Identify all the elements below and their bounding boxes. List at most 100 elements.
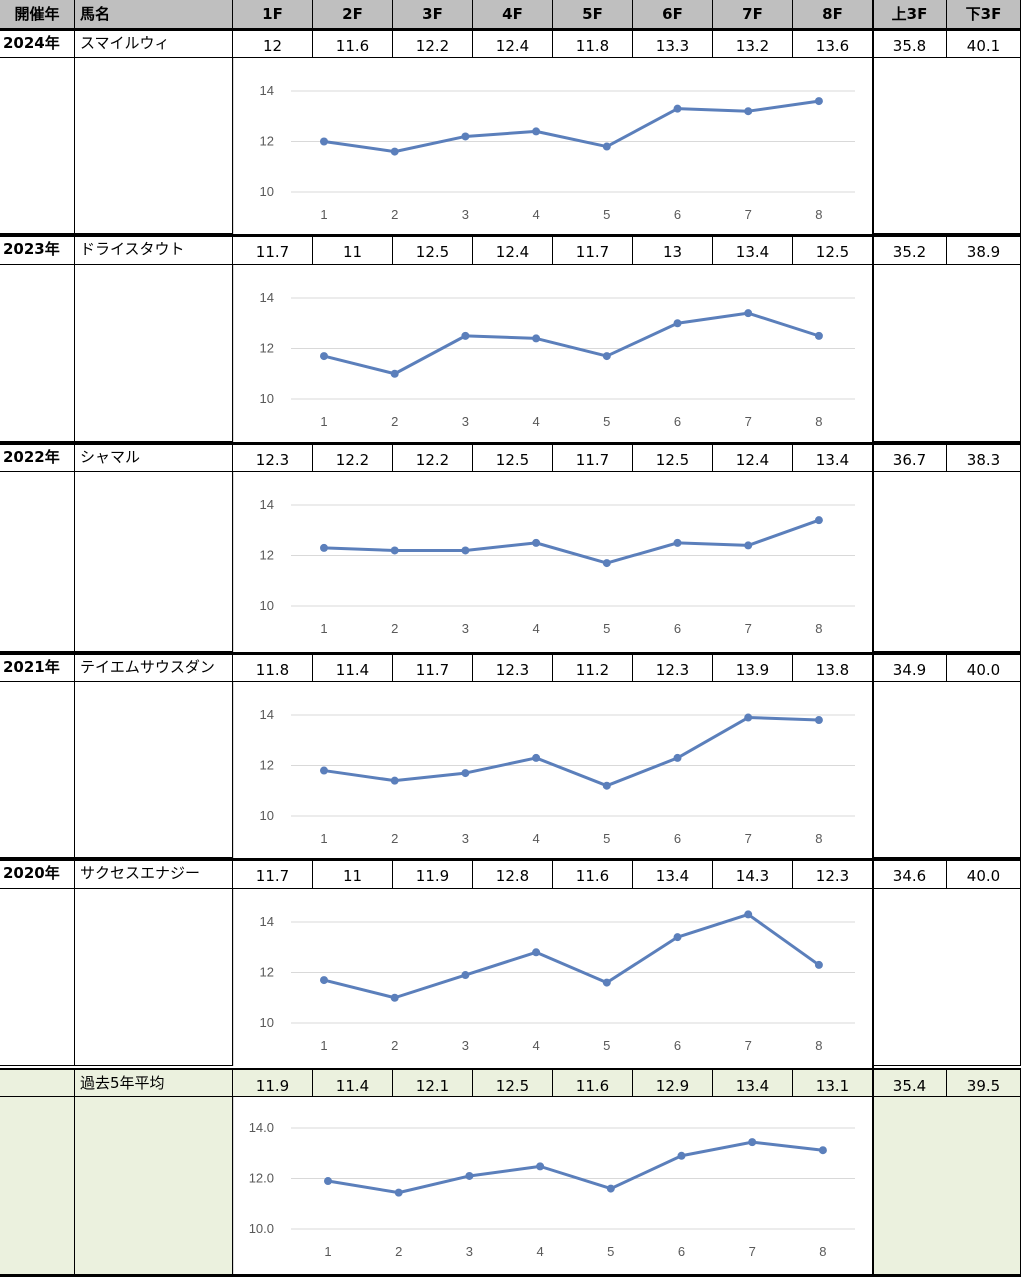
lap-cell-2f[interactable]: 11.6 [313,30,393,58]
blank-cell[interactable] [873,1097,1021,1277]
header-col-1f[interactable]: 1F [233,0,313,30]
lap-cell-4f[interactable]: 12.4 [473,236,553,265]
lap-cell-5f[interactable]: 11.8 [553,30,633,58]
last-3f-cell[interactable]: 39.5 [947,1070,1021,1097]
year-cell[interactable] [0,1070,75,1097]
horse-name-cell[interactable]: ドライスタウト [75,236,233,265]
lap-cell-4f[interactable]: 12.8 [473,860,553,889]
lap-cell-8f[interactable]: 13.8 [793,654,873,682]
year-cell[interactable]: 2023年 [0,236,75,265]
blank-cell[interactable] [75,265,233,442]
last-3f-cell[interactable]: 38.3 [947,444,1021,472]
lap-cell-3f[interactable]: 12.1 [393,1070,473,1097]
header-col-8f[interactable]: 8F [793,0,873,30]
first-3f-cell[interactable]: 34.9 [873,654,947,682]
horse-name-cell[interactable]: 過去5年平均 [75,1070,233,1097]
lap-cell-7f[interactable]: 13.9 [713,654,793,682]
lap-cell-4f[interactable]: 12.5 [473,1070,553,1097]
blank-cell[interactable] [75,682,233,858]
lap-cell-4f[interactable]: 12.5 [473,444,553,472]
blank-cell[interactable] [0,682,75,858]
lap-cell-7f[interactable]: 13.4 [713,236,793,265]
lap-cell-8f[interactable]: 13.4 [793,444,873,472]
lap-cell-2f[interactable]: 12.2 [313,444,393,472]
lap-cell-5f[interactable]: 11.6 [553,1070,633,1097]
lap-cell-3f[interactable]: 12.2 [393,30,473,58]
first-3f-cell[interactable]: 35.2 [873,236,947,265]
header-col-6f[interactable]: 6F [633,0,713,30]
lap-cell-8f[interactable]: 13.6 [793,30,873,58]
last-3f-cell[interactable]: 38.9 [947,236,1021,265]
year-cell[interactable]: 2024年 [0,30,75,58]
year-cell[interactable]: 2022年 [0,444,75,472]
header-last-3f[interactable]: 下3F [947,0,1021,30]
lap-cell-5f[interactable]: 11.7 [553,236,633,265]
first-3f-cell[interactable]: 35.8 [873,30,947,58]
header-col-5f[interactable]: 5F [553,0,633,30]
lap-cell-8f[interactable]: 12.3 [793,860,873,889]
lap-cell-5f[interactable]: 11.7 [553,444,633,472]
blank-cell[interactable] [873,265,1021,442]
horse-name-cell[interactable]: サクセスエナジー [75,860,233,889]
lap-cell-1f[interactable]: 11.7 [233,236,313,265]
header-col-2f[interactable]: 2F [313,0,393,30]
blank-cell[interactable] [0,265,75,442]
lap-cell-7f[interactable]: 12.4 [713,444,793,472]
blank-cell[interactable] [75,58,233,234]
lap-cell-2f[interactable]: 11 [313,860,393,889]
lap-cell-6f[interactable]: 13 [633,236,713,265]
blank-cell[interactable] [75,889,233,1066]
blank-cell[interactable] [873,682,1021,858]
header-name[interactable]: 馬名 [75,0,233,30]
lap-cell-2f[interactable]: 11 [313,236,393,265]
blank-cell[interactable] [873,58,1021,234]
lap-cell-1f[interactable]: 12.3 [233,444,313,472]
lap-cell-6f[interactable]: 12.5 [633,444,713,472]
lap-cell-5f[interactable]: 11.6 [553,860,633,889]
horse-name-cell[interactable]: テイエムサウスダン [75,654,233,682]
lap-cell-1f[interactable]: 11.7 [233,860,313,889]
header-col-4f[interactable]: 4F [473,0,553,30]
year-cell[interactable]: 2020年 [0,860,75,889]
first-3f-cell[interactable]: 34.6 [873,860,947,889]
lap-cell-6f[interactable]: 13.4 [633,860,713,889]
header-col-3f[interactable]: 3F [393,0,473,30]
blank-cell[interactable] [873,889,1021,1066]
header-first-3f[interactable]: 上3F [873,0,947,30]
horse-name-cell[interactable]: スマイルウィ [75,30,233,58]
lap-cell-1f[interactable]: 11.9 [233,1070,313,1097]
lap-cell-7f[interactable]: 13.4 [713,1070,793,1097]
lap-cell-4f[interactable]: 12.3 [473,654,553,682]
year-cell[interactable]: 2021年 [0,654,75,682]
lap-cell-3f[interactable]: 11.7 [393,654,473,682]
lap-cell-1f[interactable]: 11.8 [233,654,313,682]
horse-name-cell[interactable]: シャマル [75,444,233,472]
first-3f-cell[interactable]: 35.4 [873,1070,947,1097]
lap-cell-2f[interactable]: 11.4 [313,654,393,682]
blank-cell[interactable] [75,472,233,652]
lap-cell-3f[interactable]: 12.2 [393,444,473,472]
lap-cell-8f[interactable]: 13.1 [793,1070,873,1097]
blank-cell[interactable] [0,1097,75,1277]
blank-cell[interactable] [75,1097,233,1277]
first-3f-cell[interactable]: 36.7 [873,444,947,472]
lap-cell-6f[interactable]: 12.9 [633,1070,713,1097]
lap-cell-3f[interactable]: 11.9 [393,860,473,889]
lap-cell-7f[interactable]: 14.3 [713,860,793,889]
blank-cell[interactable] [0,58,75,234]
lap-cell-1f[interactable]: 12 [233,30,313,58]
blank-cell[interactable] [0,472,75,652]
last-3f-cell[interactable]: 40.0 [947,860,1021,889]
last-3f-cell[interactable]: 40.1 [947,30,1021,58]
blank-cell[interactable] [0,889,75,1066]
header-year[interactable]: 開催年 [0,0,75,30]
header-col-7f[interactable]: 7F [713,0,793,30]
lap-cell-3f[interactable]: 12.5 [393,236,473,265]
lap-cell-2f[interactable]: 11.4 [313,1070,393,1097]
lap-cell-8f[interactable]: 12.5 [793,236,873,265]
lap-cell-6f[interactable]: 12.3 [633,654,713,682]
lap-cell-4f[interactable]: 12.4 [473,30,553,58]
lap-cell-5f[interactable]: 11.2 [553,654,633,682]
lap-cell-7f[interactable]: 13.2 [713,30,793,58]
blank-cell[interactable] [873,472,1021,652]
